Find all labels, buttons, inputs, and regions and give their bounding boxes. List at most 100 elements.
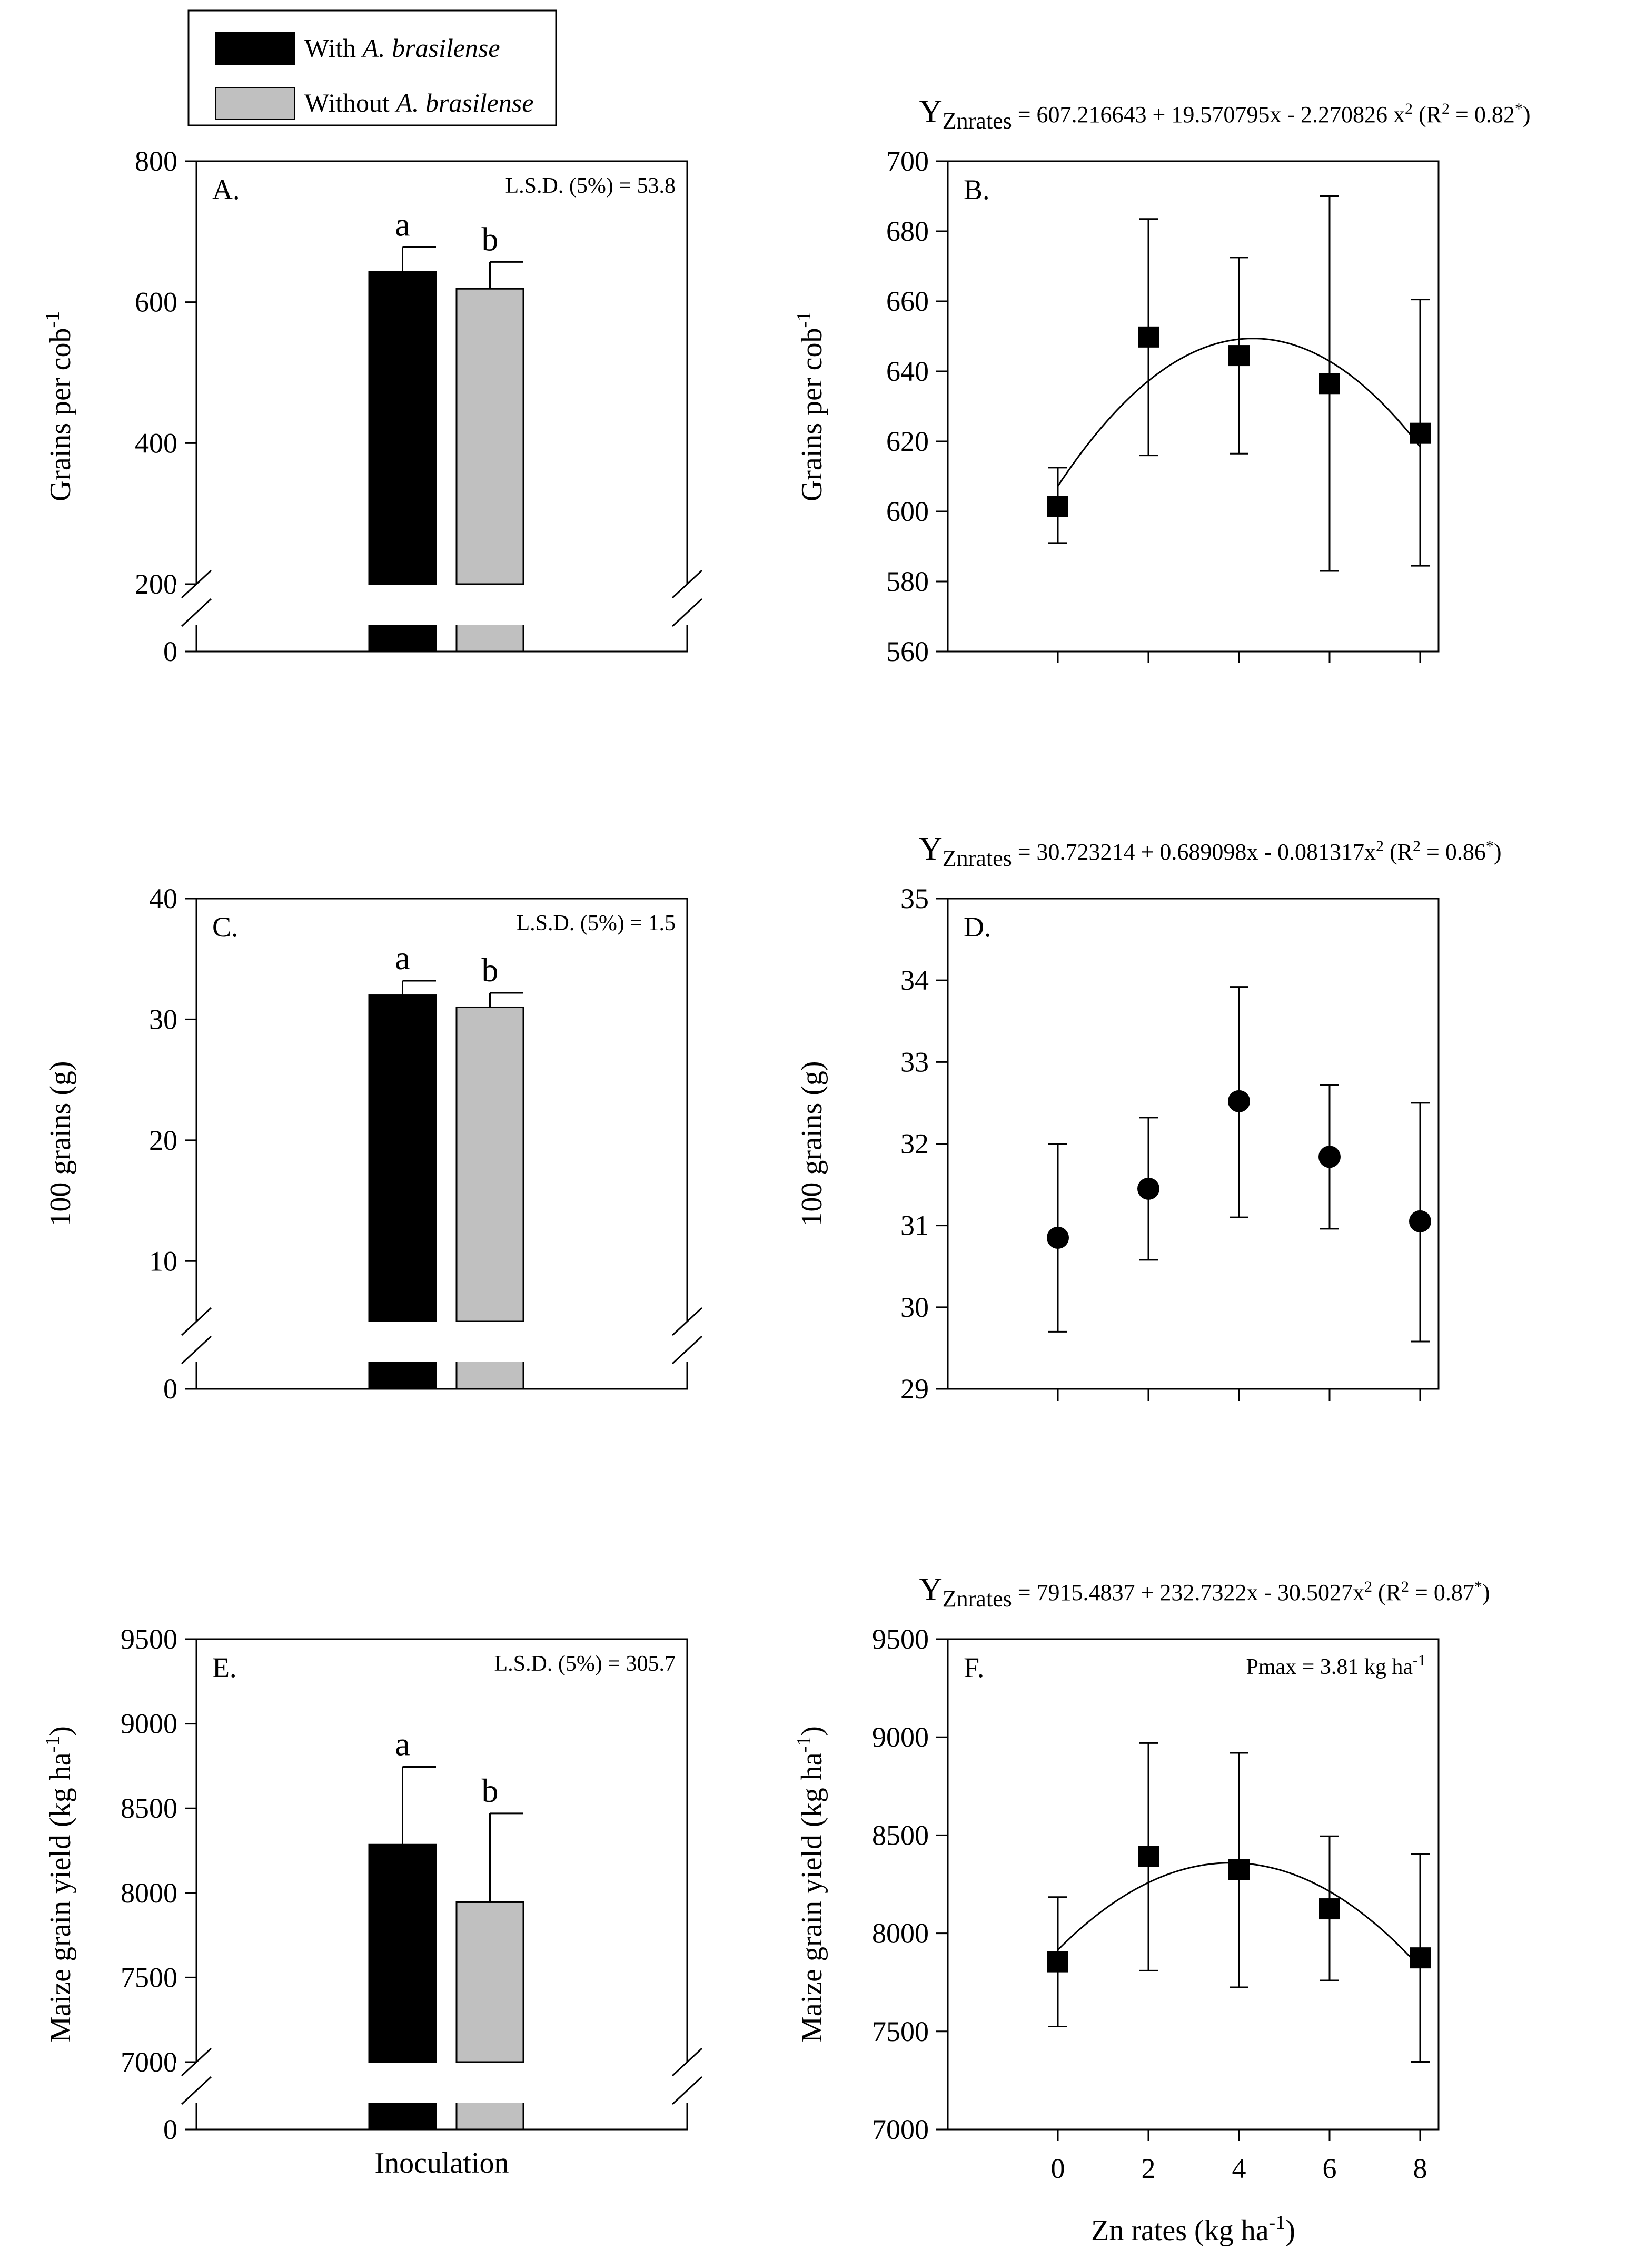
y-tick-label: 35: [900, 883, 929, 914]
chart-panel-d: D. 100 grains (g) 35 34 33 32 31 30 29 YZnrates =…: [796, 831, 1501, 1405]
y-tick-label: 10: [149, 1245, 177, 1277]
y-axis-label-main: 100 grains (g): [796, 1061, 828, 1226]
y-tick-label: 700: [886, 145, 929, 177]
y-axis-label-main: Grains per cob: [796, 328, 828, 502]
y-axis-label-close: ): [796, 1726, 828, 1736]
panel-label: A.: [212, 174, 240, 205]
y-tick-label: 9500: [872, 1623, 929, 1655]
data-point: [1137, 1177, 1159, 1200]
chart-panel-a: A. L.S.D. (5%) = 53.8 Grains per cob-1 800 6…: [42, 145, 708, 667]
y-tick-label: 620: [886, 426, 929, 457]
bar-0: [368, 271, 437, 585]
x-axis-label-main: Zn rates (kg ha: [1091, 2214, 1269, 2247]
legend-italic: A. brasilense: [394, 88, 533, 117]
bar-1: [455, 1901, 524, 2063]
panel-label: F.: [964, 1652, 984, 1683]
equation-pow: 2: [1405, 100, 1413, 117]
x-axis-label: Inoculation: [374, 2147, 509, 2180]
pmax-annotation: Pmax = 3.81 kg ha-1: [1246, 1652, 1426, 1680]
y-tick-label: 20: [149, 1125, 177, 1156]
y-tick-label: 9000: [872, 1721, 929, 1753]
axis-break-mark: [671, 2047, 703, 2077]
equation-pow: 2: [1364, 1578, 1372, 1595]
equation-star: *: [1486, 837, 1494, 855]
y-tick-label: 8000: [872, 1918, 929, 1949]
axis-break-mark: [181, 1307, 212, 1336]
x-axis-label-sup: -1: [1269, 2212, 1286, 2234]
y-tick-label: 34: [900, 964, 929, 996]
equation-star: *: [1515, 100, 1523, 117]
bar-0: [368, 994, 437, 1323]
legend-swatch-0: [215, 32, 295, 65]
data-point: [1319, 373, 1340, 395]
bar-1: [455, 1006, 524, 1323]
axis-break-gap: [175, 1322, 708, 1362]
y-tick-label: 0: [163, 2114, 177, 2145]
x-tick-label: 8: [1413, 2153, 1427, 2184]
data-point: [1318, 1146, 1341, 1168]
y-tick-label: 600: [135, 287, 177, 318]
legend-prefix: Without: [304, 88, 396, 117]
equation-r2-val: = 0.82: [1450, 102, 1515, 127]
data-point: [1138, 1846, 1159, 1867]
legend-italic: A. brasilense: [361, 33, 500, 63]
x-tick-label: 4: [1232, 2153, 1246, 2184]
y-axis-label-close: ): [44, 1726, 77, 1736]
legend-box: [187, 9, 557, 126]
axis-break-mark: [671, 1307, 703, 1336]
significance-letter-0: a: [395, 1725, 410, 1763]
y-axis-label-1: Grains per cob-1: [793, 311, 828, 501]
equation-star: *: [1474, 1578, 1482, 1595]
bar-stub-1: [455, 2101, 524, 2131]
y-tick-label: 7000: [121, 2046, 177, 2078]
y-tick-label: 640: [886, 356, 929, 387]
data-point: [1138, 326, 1159, 348]
chart-panel-e: E. L.S.D. (5%) = 305.7 Maize grain yield (…: [42, 1623, 708, 2180]
y-tick-label: 9500: [121, 1623, 177, 1655]
legend: With A. brasilense Without A. brasilense: [187, 9, 557, 126]
data-point: [1228, 1859, 1250, 1880]
y-axis-label-main: Maize grain yield (kg ha: [796, 1752, 828, 2043]
x-tick-label: 6: [1323, 2153, 1337, 2184]
y-axis-label-sup: -1: [793, 311, 815, 328]
equation-close: ): [1482, 1580, 1490, 1605]
significance-letter-0: a: [395, 205, 410, 243]
y-tick-label: 560: [886, 636, 929, 667]
axis-break-mark: [671, 569, 703, 599]
y-axis-label-main: 100 grains (g): [44, 1061, 77, 1226]
chart-panel-b: B. Grains per cob-1 700 680 660 640 620 600 580 5…: [793, 94, 1530, 667]
y-tick-label: 200: [135, 568, 177, 600]
y-tick-label: 33: [900, 1046, 929, 1078]
equation-close: ): [1494, 839, 1502, 865]
y-tick-label: 32: [900, 1128, 929, 1160]
axis-break-mark: [181, 1335, 212, 1365]
bar-1: [455, 288, 524, 585]
y-tick-label: 400: [135, 427, 177, 459]
chart-panel-c: C. L.S.D. (5%) = 1.5 100 grains (g) 40 30 20 1…: [44, 883, 708, 1405]
y-axis-label-5: Maize grain yield (kg ha-1): [793, 1726, 828, 2043]
panel-label: C.: [212, 911, 239, 943]
legend-label-0: With A. brasilense: [304, 33, 500, 63]
regression-equation: YZnrates = 7915.4837 + 232.7322x - 30.50…: [919, 1572, 1490, 1612]
equation-y: Y: [919, 94, 943, 130]
axis-break-mark: [671, 2076, 703, 2105]
y-tick-label: 8500: [121, 1792, 177, 1824]
x-tick-label: 0: [1051, 2153, 1065, 2184]
panel-label: B.: [964, 174, 990, 205]
y-tick-label: 8000: [121, 1877, 177, 1909]
data-point: [1047, 1226, 1069, 1249]
axis-break-mark: [181, 598, 212, 627]
equation-r2: (R: [1413, 102, 1442, 127]
significance-letter-1: b: [482, 951, 499, 989]
axis-break-mark: [181, 2047, 212, 2077]
data-point: [1228, 345, 1250, 367]
equation-r2-val: = 0.87: [1409, 1580, 1474, 1605]
y-tick-label: 580: [886, 566, 929, 597]
data-point: [1409, 1210, 1431, 1232]
chart-panel-f: F.Maize grain yield (kg ha-1)95009000850…: [793, 1572, 1490, 2247]
y-axis-label-main: Maize grain yield (kg ha: [44, 1752, 77, 2043]
bar-stub-1: [455, 1360, 524, 1390]
axis-break-mark: [181, 569, 212, 599]
y-tick-label: 7500: [872, 2016, 929, 2047]
equation-r2: (R: [1372, 1580, 1402, 1605]
